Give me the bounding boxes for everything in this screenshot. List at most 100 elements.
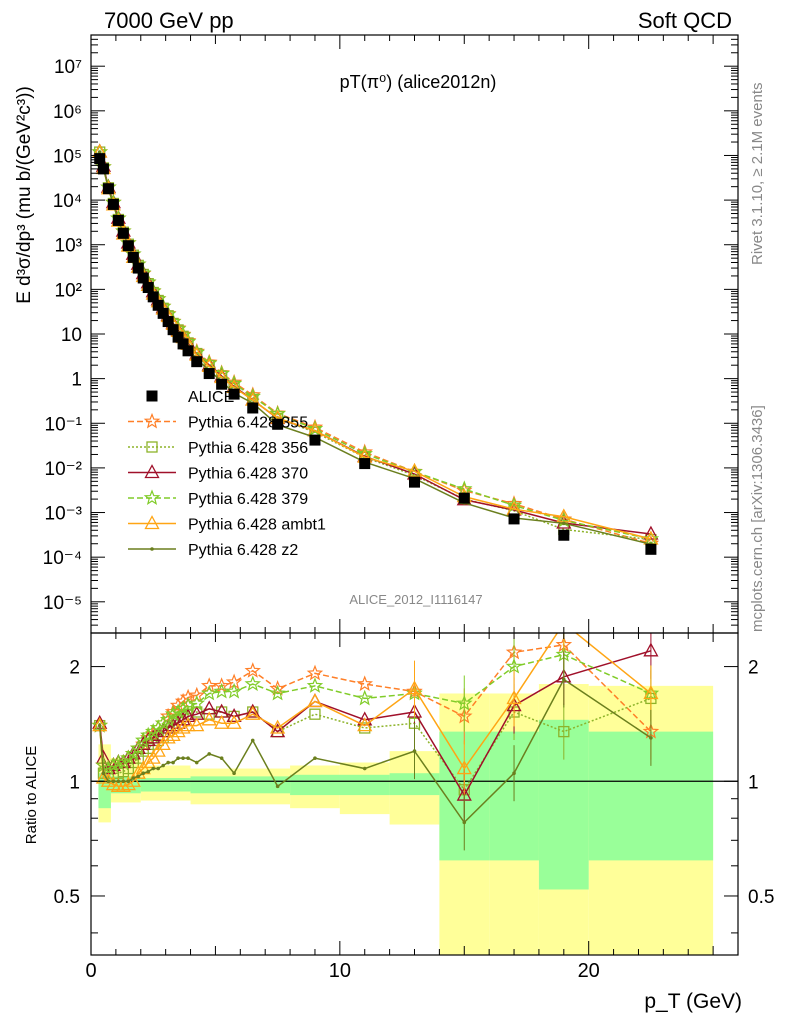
ratio-point xyxy=(226,708,242,723)
data-point xyxy=(127,251,139,263)
ratio-point xyxy=(219,756,224,760)
ratio-point xyxy=(512,771,516,776)
ratio-point xyxy=(269,684,286,701)
y-tick-label: 10³ xyxy=(55,236,82,257)
ratio-point xyxy=(126,779,131,784)
ratio-point xyxy=(144,722,162,739)
ratio-axis-label: Ratio to ALICE xyxy=(23,746,40,844)
ratio-tick-label: 0.5 xyxy=(748,887,774,908)
ratio-point xyxy=(214,714,230,729)
y-tick-label: 10⁷ xyxy=(54,57,82,78)
ratio-point xyxy=(244,675,262,692)
ratio-point xyxy=(270,719,286,734)
data-point xyxy=(102,183,114,195)
ratio-point xyxy=(175,711,191,726)
ratio-point xyxy=(131,776,136,780)
y-tick-label: 10⁻¹ xyxy=(45,414,83,435)
ratio-point xyxy=(200,684,218,701)
ratio-point xyxy=(306,677,324,693)
ratio-point xyxy=(406,680,423,695)
ratio-point xyxy=(275,784,280,789)
legend-marker xyxy=(144,464,160,479)
ratio-point xyxy=(306,664,324,681)
ratio-point xyxy=(506,690,522,705)
ratio-point xyxy=(121,779,126,784)
legend-marker xyxy=(150,547,154,551)
data-point xyxy=(122,240,134,252)
ratio-point xyxy=(140,726,157,743)
header-right: Soft QCD xyxy=(638,8,732,33)
y-tick-label: 10⁻⁴ xyxy=(43,548,82,569)
main-panel-series xyxy=(91,143,660,555)
x-tick-label: 10 xyxy=(329,960,351,982)
ratio-point xyxy=(455,694,473,711)
ratio-point xyxy=(146,769,151,774)
data-point xyxy=(182,345,194,357)
ratio-point xyxy=(213,677,230,693)
data-point xyxy=(172,331,184,343)
y-tick-label: 10 xyxy=(61,325,82,346)
ratio-point xyxy=(189,717,205,732)
y-tick-label: 10⁴ xyxy=(53,191,82,212)
ratio-point xyxy=(307,693,323,708)
legend-label: Pythia 6.428 ambt1 xyxy=(188,517,326,534)
legend-marker xyxy=(146,441,158,453)
ratio-point xyxy=(150,726,166,741)
x-axis-label: p_T (GeV) xyxy=(644,990,742,1013)
legend-label: Pythia 6.428 z2 xyxy=(188,542,298,559)
ratio-point xyxy=(245,703,261,718)
series-point xyxy=(97,150,102,154)
ratio-point xyxy=(186,756,190,760)
ratio-point xyxy=(165,726,181,741)
series-point xyxy=(225,373,243,390)
x-tick-label: 20 xyxy=(578,960,600,982)
ratio-point xyxy=(244,662,261,678)
ratio-point xyxy=(245,705,261,720)
y-tick-label: 10⁻⁵ xyxy=(43,593,82,614)
ratio-point xyxy=(130,739,147,756)
ratio-line xyxy=(98,697,652,792)
legend-marker xyxy=(144,515,160,530)
series-point xyxy=(643,525,659,540)
data-point xyxy=(228,388,240,400)
ratio-point xyxy=(362,766,367,771)
ratio-tick-label: 2 xyxy=(748,658,759,679)
ratio-panel-series xyxy=(91,633,660,851)
ratio-point xyxy=(180,708,196,723)
y-axis-label: E d³σ/dp³ (mu b/(GeV²c³)) xyxy=(14,86,35,304)
data-point xyxy=(558,529,570,541)
ratio-point xyxy=(169,703,187,720)
legend-marker xyxy=(146,390,158,402)
ratio-point xyxy=(101,771,106,776)
data-point xyxy=(97,163,109,175)
ratio-point xyxy=(456,760,472,775)
y-tick-label: 10⁻³ xyxy=(45,504,83,525)
data-point xyxy=(107,198,119,210)
data-point xyxy=(247,402,259,414)
data-point xyxy=(216,378,228,390)
plot-title: pT(π⁰) (alice2012n) xyxy=(340,72,497,92)
ratio-point xyxy=(562,677,566,682)
series-point xyxy=(406,462,423,477)
ratio-point xyxy=(164,705,182,722)
series-point xyxy=(505,495,523,511)
data-point xyxy=(152,299,164,311)
rivet-version: Rivet 3.1.10, ≥ 2.1M events xyxy=(749,83,766,266)
ratio-point xyxy=(649,736,653,740)
legend-marker xyxy=(143,412,161,429)
ratio-point xyxy=(145,749,161,764)
ratio-point xyxy=(269,680,286,696)
data-point xyxy=(157,307,169,319)
ratio-point xyxy=(141,771,146,776)
y-tick-label: 10⁶ xyxy=(53,102,82,123)
ratio-point xyxy=(356,675,374,692)
ratio-point xyxy=(120,749,136,764)
ratio-point xyxy=(116,779,121,784)
ratio-tick-label: 2 xyxy=(69,658,80,679)
ratio-point xyxy=(120,749,137,766)
mcplots-label: mcplots.cern.ch [arXiv:1306.3436] xyxy=(749,405,766,632)
ratio-point xyxy=(201,711,217,726)
ratio-point xyxy=(110,753,127,770)
